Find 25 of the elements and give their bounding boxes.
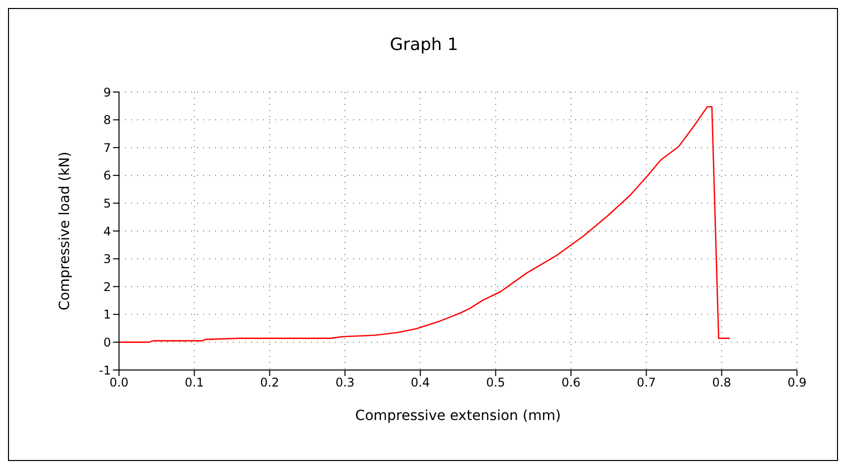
y-tick-label: 9 (103, 85, 111, 100)
y-tick-label: 7 (103, 140, 111, 155)
y-tick-label: 2 (103, 280, 111, 294)
x-tick-label: 0.1 (184, 376, 204, 390)
y-axis-title: Compressive load (kN) (56, 152, 73, 310)
x-axis-title: Compressive extension (mm) (355, 408, 561, 424)
y-tick-label: -1 (99, 363, 111, 378)
x-tick-label: 0.0 (109, 376, 129, 390)
x-tick-label: 0.8 (712, 376, 732, 390)
y-tick-label: 6 (103, 168, 111, 183)
y-tick-label: 0 (103, 335, 111, 350)
x-tick-label: 0.5 (486, 376, 506, 390)
y-tick-label: 5 (103, 196, 111, 210)
y-tick-label: 8 (103, 113, 111, 128)
line-series (119, 106, 731, 343)
x-tick-label: 0.9 (787, 376, 807, 390)
x-tick-label: 0.4 (410, 376, 430, 390)
x-tick-label: 0.7 (636, 376, 656, 390)
x-tick-label: 0.6 (561, 376, 581, 390)
y-tick-label: 3 (103, 252, 111, 266)
x-tick-label: 0.2 (260, 376, 280, 390)
x-tick-label: 0.3 (335, 376, 355, 390)
chart-title: Graph 1 (388, 35, 460, 55)
y-tick-label: 1 (103, 308, 111, 322)
y-tick-label: 4 (103, 224, 111, 238)
